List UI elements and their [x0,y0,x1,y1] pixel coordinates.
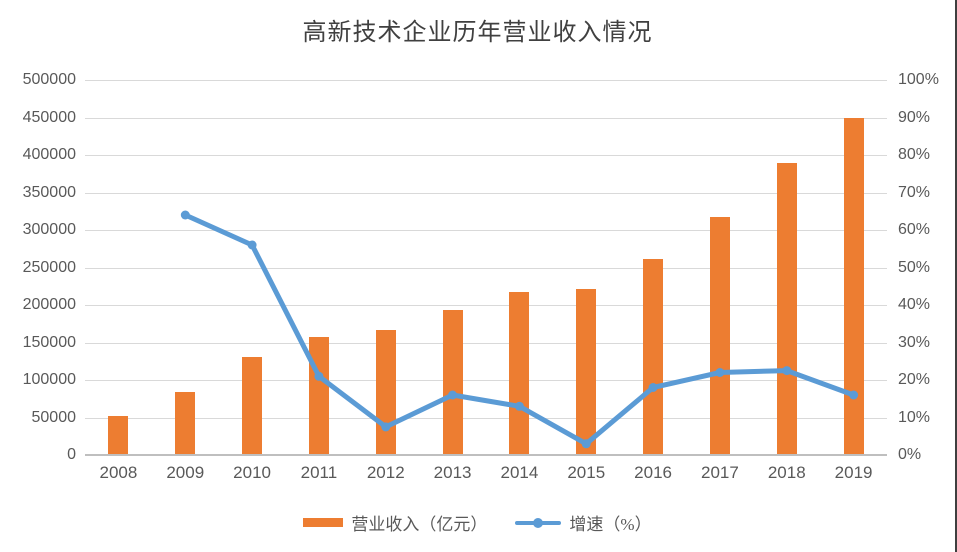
revenue-bar-2009 [175,392,196,455]
revenue-bar-2010 [242,356,263,455]
left-axis-tick-label: 0 [67,446,76,463]
gridline [85,80,887,81]
left-axis-tick-label: 300000 [22,221,76,238]
right-axis-tick-label: 30% [898,333,931,351]
x-axis-tick-label: 2017 [701,463,739,482]
left-axis-tick-label: 200000 [22,296,76,313]
x-axis-tick-label: 2011 [300,463,338,482]
right-axis-tick-label: 0% [898,446,922,463]
revenue-bar-2014 [509,292,530,455]
growth-point [247,240,257,250]
right-axis-tick-label: 80% [898,146,931,163]
chart-title: 高新技术企业历年营业收入情况 [302,20,653,46]
left-axis-tick-label: 150000 [22,333,76,351]
x-axis-tick-label: 2015 [567,463,606,482]
right-axis-tick-label: 90% [898,108,931,126]
revenue-bar-2015 [576,288,597,455]
left-axis-tick-label: 450000 [22,108,76,126]
revenue-bar-2013 [442,309,463,455]
left-axis-tick-label: 400000 [22,146,76,163]
revenue-bar-2018 [776,162,797,455]
revenue-bar-2019 [843,117,864,455]
x-axis-tick-label: 2016 [634,463,672,482]
right-axis-tick-label: 60% [898,221,931,238]
right-axis-tick-label: 100% [898,71,939,88]
plot-area [85,80,887,456]
right-axis-tick-label: 40% [898,296,931,313]
right-axis-tick-label: 20% [898,371,931,388]
growth-point [514,401,524,411]
line-series [180,210,859,449]
x-axis-tick-label: 2019 [834,463,873,482]
gridline [85,417,887,419]
growth-point [314,371,324,381]
x-axis-tick-label: 2012 [366,463,405,482]
growth-point [381,422,391,432]
growth-point [782,366,792,376]
x-axis-tick-label: 2013 [433,463,472,482]
legend-item-revenue: 营业收入（亿元） [303,510,487,535]
gridline [85,155,887,156]
gridline [85,117,887,119]
x-axis-tick-label: 2018 [767,463,806,482]
x-axis-tick-label: 2014 [500,463,539,482]
legend-label-growth: 增速（%） [569,515,652,534]
right-axis-tick-label: 10% [898,408,931,426]
x-axis-tick-label: 2008 [99,463,138,482]
left-axis-tick-label: 500000 [22,71,76,88]
growth-point [648,383,658,392]
growth-point [581,439,591,449]
x-axis-tick-label: 2009 [166,463,205,482]
growth-point [180,210,190,220]
revenue-bar-2008 [108,416,129,455]
gridline [85,192,887,194]
gridline [85,342,887,344]
line-series-swatch-icon [515,517,562,528]
gridline [85,305,887,306]
left-axis-tick-label: 350000 [22,183,76,201]
x-axis-line [85,454,887,456]
legend: 营业收入（亿元） 增速（%） [0,510,955,535]
right-axis-tick-label: 50% [898,258,931,276]
legend-item-growth: 增速（%） [497,510,652,535]
x-axis-tick-label: 2010 [233,463,271,482]
growth-point [448,390,458,400]
left-axis-tick-label: 50000 [31,408,77,426]
right-axis-tick-label: 70% [898,183,931,201]
bar-series-swatch-icon [303,518,344,527]
gridline [85,230,887,231]
left-axis-tick-label: 250000 [22,258,76,276]
gridline [85,380,887,381]
growth-point [849,390,859,400]
revenue-bar-2017 [709,216,730,455]
gridline [85,267,887,269]
revenue-bar-2016 [643,259,664,455]
left-axis-tick-label: 100000 [22,371,76,388]
growth-point [715,368,725,377]
legend-label-revenue: 营业收入（亿元） [351,515,488,534]
